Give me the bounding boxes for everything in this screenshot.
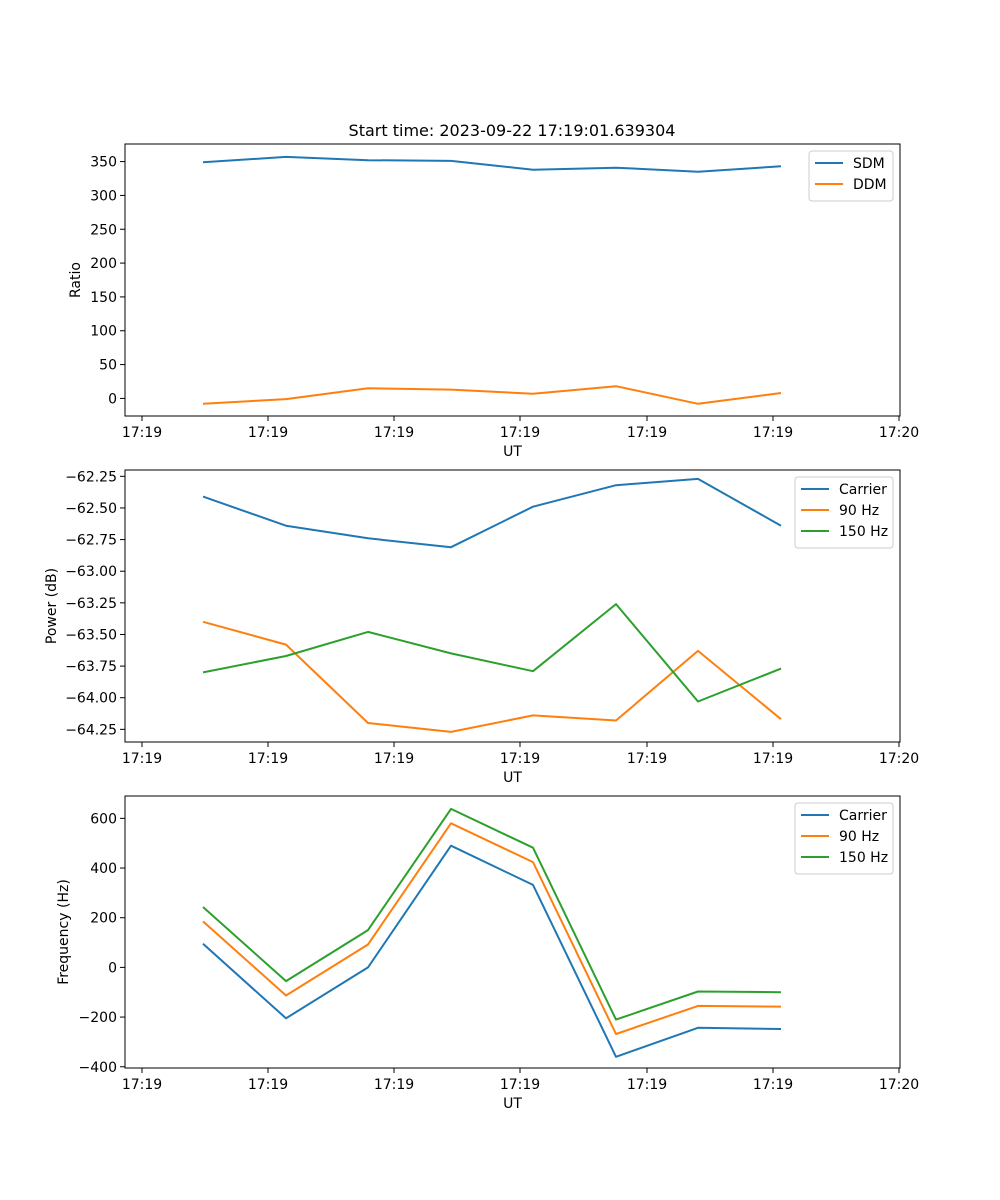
y-tick-label: 0 (108, 960, 117, 976)
y-tick-label: 200 (90, 911, 117, 927)
axes-frame (124, 469, 901, 743)
series-line-1 (202, 822, 782, 1035)
series-line-0 (202, 477, 782, 549)
x-tick-label: 17:20 (879, 1077, 919, 1093)
y-tick-label: −62.50 (65, 501, 117, 517)
x-tick-label: 17:19 (753, 1077, 793, 1093)
y-tick-label: −63.75 (65, 659, 117, 675)
series-line-0 (202, 844, 782, 1058)
series-line-2 (202, 603, 782, 703)
x-tick-label: 17:19 (627, 751, 667, 767)
x-tick-label: 17:19 (500, 1077, 540, 1093)
x-tick-label: 17:19 (374, 751, 414, 767)
axes-frame (124, 795, 901, 1069)
frequency-panel: 17:19 17:19 17:19 17:19 17:19 17:19 17:20 −400 −… (56, 795, 919, 1112)
y-tick-label: −63.25 (65, 596, 117, 612)
legend-label: SDM (853, 156, 885, 172)
y-tick-label: −63.50 (65, 627, 117, 643)
x-tick-label: 17:19 (627, 425, 667, 441)
x-tick-label: 17:19 (122, 751, 162, 767)
legend-label: 150 Hz (839, 524, 888, 540)
x-tick-label: 17:19 (753, 751, 793, 767)
y-tick-label: −62.75 (65, 533, 117, 549)
series-line-0 (202, 155, 782, 173)
y-tick-label: 600 (90, 811, 117, 827)
x-tick-label: 17:20 (879, 425, 919, 441)
x-tick-label: 17:19 (248, 425, 288, 441)
y-tick-label: 350 (90, 155, 117, 171)
x-axis-label: UT (503, 1096, 522, 1112)
series-line-1 (202, 620, 782, 733)
y-tick-label: −64.00 (65, 691, 117, 707)
x-axis-label: UT (503, 770, 522, 786)
x-tick-label: 17:19 (500, 425, 540, 441)
y-tick-label: 400 (90, 861, 117, 877)
x-tick-label: 17:20 (879, 751, 919, 767)
y-tick-label: −200 (79, 1010, 117, 1026)
y-tick-label: 300 (90, 188, 117, 204)
y-tick-label: 50 (99, 358, 117, 374)
x-tick-label: 17:19 (122, 425, 162, 441)
legend-label: 150 Hz (839, 850, 888, 866)
x-tick-label: 17:19 (500, 751, 540, 767)
x-tick-label: 17:19 (753, 425, 793, 441)
legend-label: 90 Hz (839, 829, 879, 845)
y-tick-label: 0 (108, 391, 117, 407)
y-tick-label: −63.00 (65, 564, 117, 580)
x-tick-label: 17:19 (374, 425, 414, 441)
x-tick-label: 17:19 (248, 1077, 288, 1093)
y-tick-label: −64.25 (65, 722, 117, 738)
legend-label: Carrier (839, 808, 887, 824)
axes-frame (124, 143, 901, 417)
legend-label: Carrier (839, 482, 887, 498)
ratio-panel: 17:19 17:19 17:19 17:19 17:19 17:19 17:20 0 50 10… (68, 143, 919, 460)
x-tick-label: 17:19 (248, 751, 288, 767)
y-axis-label: Frequency (Hz) (56, 879, 72, 985)
x-tick-label: 17:19 (374, 1077, 414, 1093)
y-axis-label: Ratio (68, 262, 84, 298)
legend-label: 90 Hz (839, 503, 879, 519)
x-tick-label: 17:19 (627, 1077, 667, 1093)
y-axis-label: Power (dB) (44, 568, 60, 644)
power-panel: 17:19 17:19 17:19 17:19 17:19 17:19 17:20 −64.2… (44, 469, 919, 786)
y-tick-label: −400 (79, 1060, 117, 1076)
y-tick-label: 150 (90, 290, 117, 306)
legend-label: DDM (853, 177, 887, 193)
y-tick-label: 200 (90, 256, 117, 272)
y-tick-label: 250 (90, 222, 117, 238)
x-axis-label: UT (503, 444, 522, 460)
series-line-1 (202, 385, 782, 405)
y-tick-label: 100 (90, 324, 117, 340)
x-tick-label: 17:19 (122, 1077, 162, 1093)
series-line-2 (202, 807, 782, 1021)
y-tick-label: −62.25 (65, 469, 117, 485)
figure-title: Start time: 2023-09-22 17:19:01.639304 (349, 121, 676, 140)
